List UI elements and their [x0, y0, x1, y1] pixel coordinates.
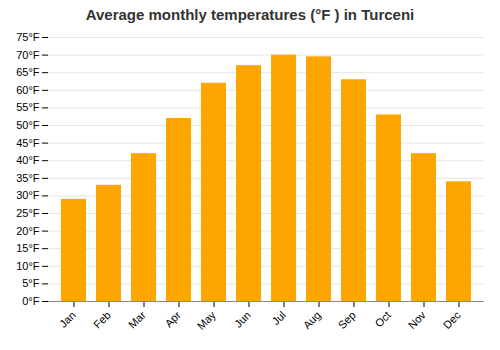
svg-text:Mar: Mar — [126, 309, 148, 331]
html-text:Average monthly temperatures (: Average monthly temperatures (°F ) in Tu… — [85, 6, 415, 23]
svg-text:35°F: 35°F — [16, 172, 40, 184]
svg-text:0°F: 0°F — [22, 295, 40, 307]
svg-text:50°F: 50°F — [16, 119, 40, 131]
svg-text:Nov: Nov — [406, 308, 429, 331]
svg-text:Apr: Apr — [162, 309, 183, 330]
svg-text:55°F: 55°F — [16, 101, 40, 113]
svg-text:Jan: Jan — [57, 309, 78, 330]
svg-text:5°F: 5°F — [22, 277, 40, 289]
svg-text:May: May — [195, 308, 219, 332]
svg-text:60°F: 60°F — [16, 84, 40, 96]
svg-text:30°F: 30°F — [16, 189, 40, 201]
svg-text:15°F: 15°F — [16, 242, 40, 254]
svg-text:40°F: 40°F — [16, 154, 40, 166]
svg-text:Dec: Dec — [441, 308, 464, 331]
svg-text:45°F: 45°F — [16, 137, 40, 149]
svg-text:10°F: 10°F — [16, 260, 40, 272]
svg-text:Feb: Feb — [91, 309, 113, 331]
svg-text:75°F: 75°F — [16, 31, 40, 43]
svg-text:20°F: 20°F — [16, 225, 40, 237]
svg-text:Sep: Sep — [336, 309, 358, 331]
svg-text:70°F: 70°F — [16, 49, 40, 61]
svg-text:25°F: 25°F — [16, 207, 40, 219]
svg-text:Jun: Jun — [232, 309, 253, 330]
svg-text:Aug: Aug — [301, 309, 323, 331]
svg-text:Jul: Jul — [269, 309, 287, 327]
svg-text:Oct: Oct — [372, 309, 393, 330]
svg-text:65°F: 65°F — [16, 66, 40, 78]
